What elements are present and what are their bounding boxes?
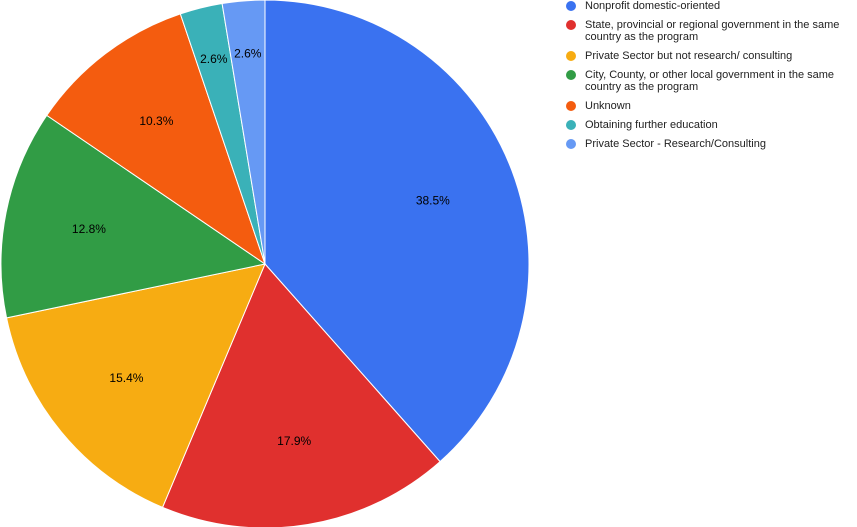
legend-swatch-2 [566, 51, 576, 61]
pie-chart: 38.5% 17.9% 15.4% 12.8% 10.3% 2.6% 2.6% [0, 0, 530, 527]
legend-label-0: Nonprofit domestic-oriented [585, 0, 721, 12]
slice-label-2: 15.4% [109, 371, 143, 385]
legend-label-2: Private Sector but not research/ consult… [585, 50, 793, 62]
legend-swatch-3 [566, 70, 576, 80]
legend-item-3: City, County, or other local government … [566, 69, 857, 93]
pie-slice-6 [221, 0, 266, 265]
legend-item-0: Nonprofit domestic-oriented [566, 0, 857, 12]
legend-swatch-6 [566, 139, 576, 149]
legend-item-4: Unknown [566, 100, 857, 112]
pie-slice-1 [161, 263, 441, 527]
legend-label-6: Private Sector - Research/Consulting [585, 138, 766, 150]
legend-label-5: Obtaining further education [585, 119, 718, 131]
pie-slice-0 [264, 0, 530, 463]
slice-label-5: 2.6% [200, 52, 228, 66]
slice-label-0: 38.5% [416, 193, 450, 207]
legend-swatch-4 [566, 101, 576, 111]
slice-label-4: 10.3% [139, 114, 173, 128]
pie-slice-4 [46, 13, 266, 266]
pie-slice-2 [5, 263, 266, 508]
legend-item-1: State, provincial or regional government… [566, 19, 857, 43]
legend-swatch-1 [566, 20, 576, 30]
slice-label-3: 12.8% [72, 222, 106, 236]
legend-item-5: Obtaining further education [566, 119, 857, 131]
legend-swatch-0 [566, 1, 576, 11]
legend-item-2: Private Sector but not research/ consult… [566, 50, 857, 62]
chart-legend: Nonprofit domestic-oriented State, provin… [566, 0, 857, 157]
legend-item-6: Private Sector - Research/Consulting [566, 138, 857, 150]
legend-label-3: City, County, or other local government … [585, 69, 835, 93]
legend-swatch-5 [566, 120, 576, 130]
legend-label-4: Unknown [585, 100, 631, 112]
slice-label-1: 17.9% [277, 434, 311, 448]
slice-label-6: 2.6% [234, 47, 262, 61]
legend-label-1: State, provincial or regional government… [585, 19, 840, 43]
pie-slice-3 [0, 114, 267, 319]
